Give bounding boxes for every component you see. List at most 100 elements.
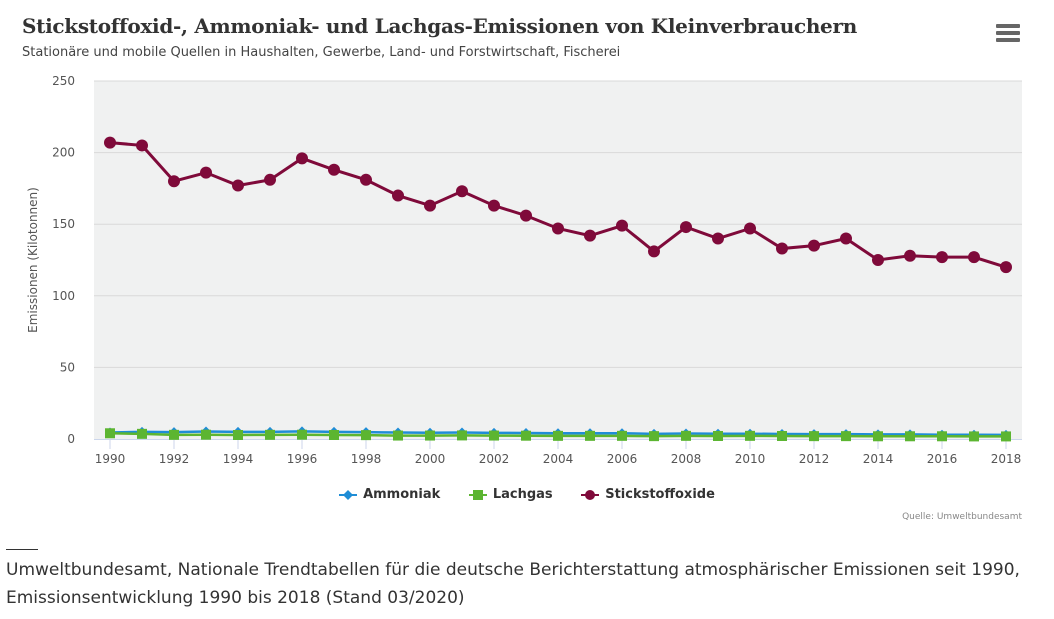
data-point[interactable] bbox=[584, 229, 596, 242]
data-point[interactable] bbox=[169, 429, 179, 440]
data-point[interactable] bbox=[105, 428, 115, 439]
x-tick-label: 1990 bbox=[95, 452, 126, 466]
legend: Ammoniak Lachgas Stickstoffoxide bbox=[0, 487, 1054, 505]
data-point[interactable] bbox=[297, 429, 307, 440]
series-lachgas bbox=[105, 428, 1011, 442]
data-point[interactable] bbox=[680, 221, 692, 234]
data-point[interactable] bbox=[201, 429, 211, 440]
series-group bbox=[104, 136, 1012, 442]
y-tick-label: 0 bbox=[67, 432, 75, 446]
chart-subtitle: Stationäre und mobile Quellen in Haushal… bbox=[22, 45, 621, 60]
data-point[interactable] bbox=[232, 179, 244, 192]
data-point[interactable] bbox=[777, 430, 787, 441]
chart-title: Stickstoffoxid-, Ammoniak- und Lachgas-E… bbox=[22, 14, 857, 38]
legend-item-stickstoffoxide[interactable]: Stickstoffoxide bbox=[581, 487, 715, 502]
data-point[interactable] bbox=[936, 251, 948, 264]
data-point[interactable] bbox=[393, 430, 403, 441]
data-point[interactable] bbox=[361, 430, 371, 441]
data-point[interactable] bbox=[136, 139, 148, 152]
credits-link[interactable]: Quelle: Umweltbundesamt bbox=[902, 512, 1022, 522]
x-tick-label: 2010 bbox=[735, 452, 766, 466]
data-point[interactable] bbox=[808, 239, 820, 252]
x-tick-label: 2016 bbox=[927, 452, 958, 466]
data-point[interactable] bbox=[841, 431, 851, 442]
data-point[interactable] bbox=[744, 222, 756, 235]
line-chart: 0 50 100 150 200 250 1990 1992 1994 1996 1998 2000… bbox=[26, 74, 1022, 466]
data-point[interactable] bbox=[104, 136, 116, 149]
x-tick-label: 2000 bbox=[415, 452, 446, 466]
x-tick-label: 1992 bbox=[159, 452, 190, 466]
y-tick-label: 100 bbox=[52, 289, 75, 303]
data-point[interactable] bbox=[713, 430, 723, 441]
plot-background bbox=[94, 81, 1022, 439]
data-point[interactable] bbox=[937, 431, 947, 442]
data-point[interactable] bbox=[905, 431, 915, 442]
x-tick-label: 1998 bbox=[351, 452, 382, 466]
data-point[interactable] bbox=[968, 251, 980, 264]
data-point[interactable] bbox=[553, 430, 563, 441]
data-point[interactable] bbox=[776, 242, 788, 255]
legend-label: Ammoniak bbox=[363, 487, 441, 502]
data-point[interactable] bbox=[489, 430, 499, 441]
data-point[interactable] bbox=[1001, 431, 1011, 442]
data-point[interactable] bbox=[745, 430, 755, 441]
data-point[interactable] bbox=[296, 152, 308, 165]
legend-item-ammoniak[interactable]: Ammoniak bbox=[339, 487, 440, 502]
data-point[interactable] bbox=[360, 173, 372, 186]
data-point[interactable] bbox=[904, 249, 916, 262]
data-point[interactable] bbox=[456, 185, 468, 198]
y-tick-label: 200 bbox=[52, 146, 75, 160]
data-point[interactable] bbox=[457, 430, 467, 441]
data-point[interactable] bbox=[840, 232, 852, 245]
x-tick-label: 2012 bbox=[799, 452, 830, 466]
data-point[interactable] bbox=[649, 431, 659, 442]
data-point[interactable] bbox=[616, 219, 628, 232]
data-point[interactable] bbox=[617, 430, 627, 441]
data-point[interactable] bbox=[168, 175, 180, 188]
legend-label: Lachgas bbox=[492, 487, 553, 502]
hamburger-menu-icon[interactable] bbox=[996, 24, 1020, 44]
x-tick-label: 2004 bbox=[543, 452, 574, 466]
data-point[interactable] bbox=[137, 428, 147, 439]
square-marker-icon bbox=[468, 489, 487, 500]
data-point[interactable] bbox=[872, 254, 884, 266]
legend-label: Stickstoffoxide bbox=[605, 487, 715, 502]
y-axis-label: Emissionen (Kilotonnen) bbox=[26, 187, 40, 333]
x-tick-label: 2018 bbox=[991, 452, 1022, 466]
data-point[interactable] bbox=[681, 430, 691, 441]
data-point[interactable] bbox=[392, 189, 404, 202]
data-point[interactable] bbox=[969, 431, 979, 442]
data-point[interactable] bbox=[1000, 261, 1012, 274]
series-stickstoffoxide bbox=[104, 136, 1012, 274]
circle-marker-icon bbox=[581, 489, 600, 500]
data-point[interactable] bbox=[200, 166, 212, 179]
data-point[interactable] bbox=[585, 430, 595, 441]
source-footnote: Umweltbundesamt, Nationale Trendtabellen… bbox=[6, 560, 1020, 608]
x-tick-label: 2002 bbox=[479, 452, 510, 466]
x-tick-label: 2006 bbox=[607, 452, 638, 466]
data-point[interactable] bbox=[425, 430, 435, 441]
x-tick-label: 1994 bbox=[223, 452, 254, 466]
data-point[interactable] bbox=[488, 199, 500, 212]
divider bbox=[6, 549, 38, 550]
legend-item-lachgas[interactable]: Lachgas bbox=[468, 487, 553, 502]
data-point[interactable] bbox=[264, 173, 276, 186]
y-tick-label: 150 bbox=[52, 217, 75, 231]
data-point[interactable] bbox=[648, 245, 660, 258]
x-tick-label: 1996 bbox=[287, 452, 318, 466]
data-point[interactable] bbox=[265, 429, 275, 440]
data-point[interactable] bbox=[328, 163, 340, 176]
data-point[interactable] bbox=[329, 429, 339, 440]
data-point[interactable] bbox=[809, 431, 819, 442]
data-point[interactable] bbox=[521, 430, 531, 441]
data-point[interactable] bbox=[233, 429, 243, 440]
data-point[interactable] bbox=[712, 232, 724, 245]
data-point[interactable] bbox=[424, 199, 436, 212]
y-tick-label: 250 bbox=[52, 74, 75, 88]
y-axis-ticks: 0 50 100 150 200 250 bbox=[52, 74, 75, 446]
data-point[interactable] bbox=[552, 222, 564, 235]
x-axis-ticks: 1990 1992 1994 1996 1998 2000 2002 2004 2006 2008… bbox=[95, 439, 1022, 466]
diamond-marker-icon bbox=[339, 489, 358, 500]
data-point[interactable] bbox=[873, 431, 883, 442]
data-point[interactable] bbox=[520, 209, 532, 222]
